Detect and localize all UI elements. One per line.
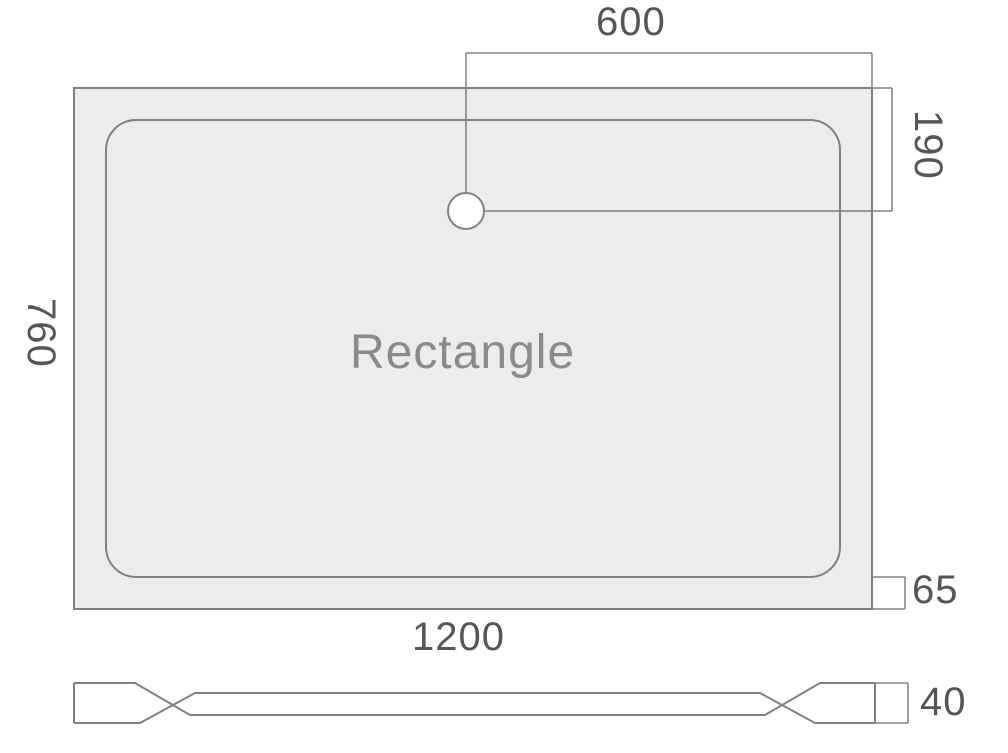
drain-hole	[448, 193, 484, 229]
dim-height: 760	[18, 298, 63, 368]
dim-drain-offset: 600	[596, 0, 666, 45]
guide-65	[872, 577, 905, 609]
dim-width: 1200	[412, 615, 505, 660]
profile-section	[74, 683, 875, 723]
shape-title: Rectangle	[350, 325, 575, 380]
dim-profile-height: 40	[920, 680, 967, 725]
guide-40	[875, 683, 908, 723]
diagram-stage: Rectangle 1200 760 600 190 65 40	[0, 0, 1008, 753]
dim-lip: 65	[912, 568, 959, 613]
dim-drain-depth: 190	[905, 110, 950, 180]
